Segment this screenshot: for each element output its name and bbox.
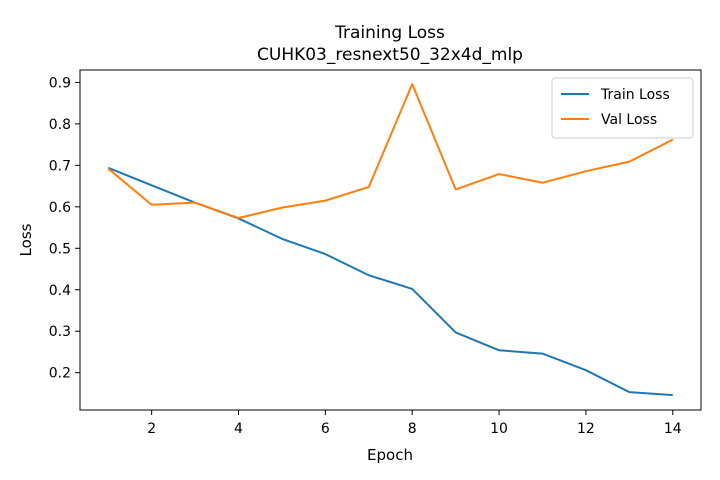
x-tick-label: 2 [147, 421, 156, 437]
x-tick-label: 12 [577, 421, 595, 437]
chart-subtitle: CUHK03_resnext50_32x4d_mlp [257, 45, 523, 65]
series-layer [107, 83, 674, 397]
plot-area [79, 69, 702, 411]
x-tick-label: 10 [490, 421, 508, 437]
y-tick-label: 0.4 [49, 283, 71, 299]
y-tick-label: 0.6 [49, 200, 71, 216]
x-tick-label: 6 [321, 421, 330, 437]
plot-frame [79, 69, 702, 411]
y-axis-label: Loss [17, 223, 35, 256]
chart-title: Training Loss [334, 23, 445, 43]
x-tick-label: 14 [664, 421, 682, 437]
legend: Train Loss Val Loss [551, 77, 694, 139]
x-tick-label: 4 [234, 421, 243, 437]
x-axis: 2 4 6 8 10 12 14 [147, 410, 682, 437]
legend-label-val-loss: Val Loss [601, 112, 657, 128]
y-tick-label: 0.8 [49, 117, 71, 133]
y-tick-label: 0.9 [49, 75, 71, 91]
val-loss-line [107, 83, 674, 220]
y-axis: 0.2 0.3 0.4 0.5 0.6 0.7 0.8 0.9 [49, 75, 80, 382]
x-tick-label: 8 [408, 421, 417, 437]
y-tick-label: 0.7 [49, 158, 71, 174]
legend-label-train-loss: Train Loss [600, 87, 670, 103]
x-axis-label: Epoch [367, 446, 413, 464]
y-tick-label: 0.3 [49, 324, 71, 340]
y-tick-label: 0.5 [49, 241, 71, 257]
y-tick-label: 0.2 [49, 366, 71, 382]
